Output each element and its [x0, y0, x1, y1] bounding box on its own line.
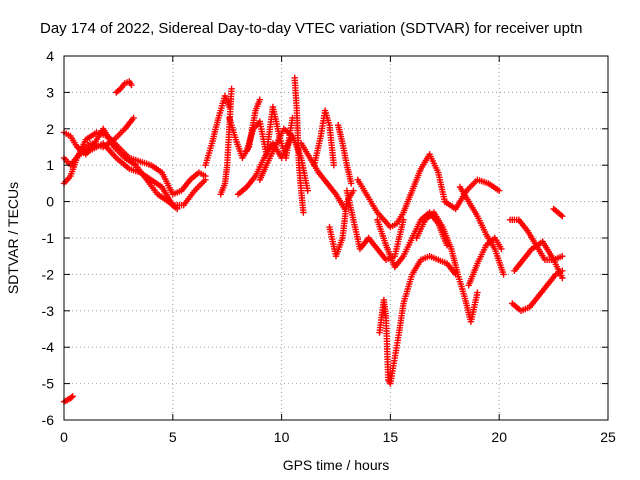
- grid: [64, 56, 608, 420]
- y-tick-label: -5: [42, 376, 55, 392]
- chart-title: Day 174 of 2022, Sidereal Day-to-day VTE…: [40, 20, 582, 37]
- data-point: [300, 209, 307, 216]
- series-arc-ab: [511, 238, 566, 282]
- data-point: [498, 245, 505, 253]
- series-arc-c: [60, 125, 181, 213]
- x-axis-label: GPS time / hours: [283, 457, 390, 473]
- y-tick-label: 0: [46, 194, 54, 210]
- series-arc-s: [354, 151, 448, 231]
- series-arc-k: [243, 103, 296, 162]
- data-point: [474, 289, 481, 296]
- series-arc-n: [298, 140, 348, 213]
- axis-ticks: 0 5 10 15 20 25 -6 -5 -4 -3 -2 -1 0 1 2 3 4: [42, 48, 616, 445]
- y-tick-label: 2: [46, 121, 54, 137]
- data-point: [559, 253, 566, 260]
- series-arc-h: [217, 85, 235, 198]
- series-arc-y: [465, 234, 505, 289]
- data-point: [304, 187, 311, 194]
- data-point: [330, 162, 337, 169]
- series-arc-ac: [550, 205, 566, 220]
- data-point: [348, 180, 355, 187]
- data-point: [130, 114, 137, 122]
- y-tick-label: -2: [42, 266, 55, 282]
- data-point: [350, 187, 357, 194]
- series-arc-m: [291, 74, 307, 216]
- y-tick-label: 4: [46, 48, 54, 64]
- data-point: [256, 96, 263, 103]
- data-point: [202, 176, 209, 183]
- x-tick-label: 5: [169, 429, 177, 445]
- series-arc-t: [374, 209, 451, 271]
- series-arc-f: [60, 393, 76, 405]
- series-arc-aa: [509, 267, 566, 314]
- data-point: [174, 205, 181, 213]
- y-tick-label: -3: [42, 303, 55, 319]
- y-tick-label: -6: [42, 412, 55, 428]
- series-arc-w: [441, 176, 503, 213]
- data-point: [496, 187, 503, 194]
- series-arc-l: [256, 125, 311, 194]
- y-tick-label: -1: [42, 230, 55, 246]
- series-arc-o: [311, 107, 337, 169]
- data-points: [60, 74, 566, 405]
- y-tick-label: 1: [46, 157, 54, 173]
- x-tick-label: 25: [600, 429, 616, 445]
- data-point: [500, 271, 507, 278]
- y-tick-label: 3: [46, 84, 54, 100]
- data-point: [228, 85, 235, 92]
- x-tick-label: 15: [383, 429, 399, 445]
- data-point: [557, 211, 565, 219]
- series-arc-e: [113, 78, 135, 96]
- series-arc-v: [413, 209, 481, 325]
- data-point: [69, 393, 76, 400]
- y-tick-label: -4: [42, 339, 55, 355]
- data-point: [559, 274, 566, 282]
- data-point: [559, 213, 566, 220]
- y-axis-label: SDTVAR / TECUs: [5, 182, 21, 294]
- series-arc-p: [326, 187, 357, 260]
- x-tick-label: 0: [60, 429, 68, 445]
- x-tick-label: 20: [491, 429, 507, 445]
- x-tick-label: 10: [274, 429, 290, 445]
- series-arc-d: [76, 114, 137, 158]
- series-arc-z: [506, 216, 566, 263]
- series-arc-x: [456, 183, 507, 278]
- data-point: [68, 394, 75, 401]
- series-arc-q: [335, 122, 355, 187]
- series-arc-u: [376, 253, 459, 387]
- data-point: [128, 81, 135, 89]
